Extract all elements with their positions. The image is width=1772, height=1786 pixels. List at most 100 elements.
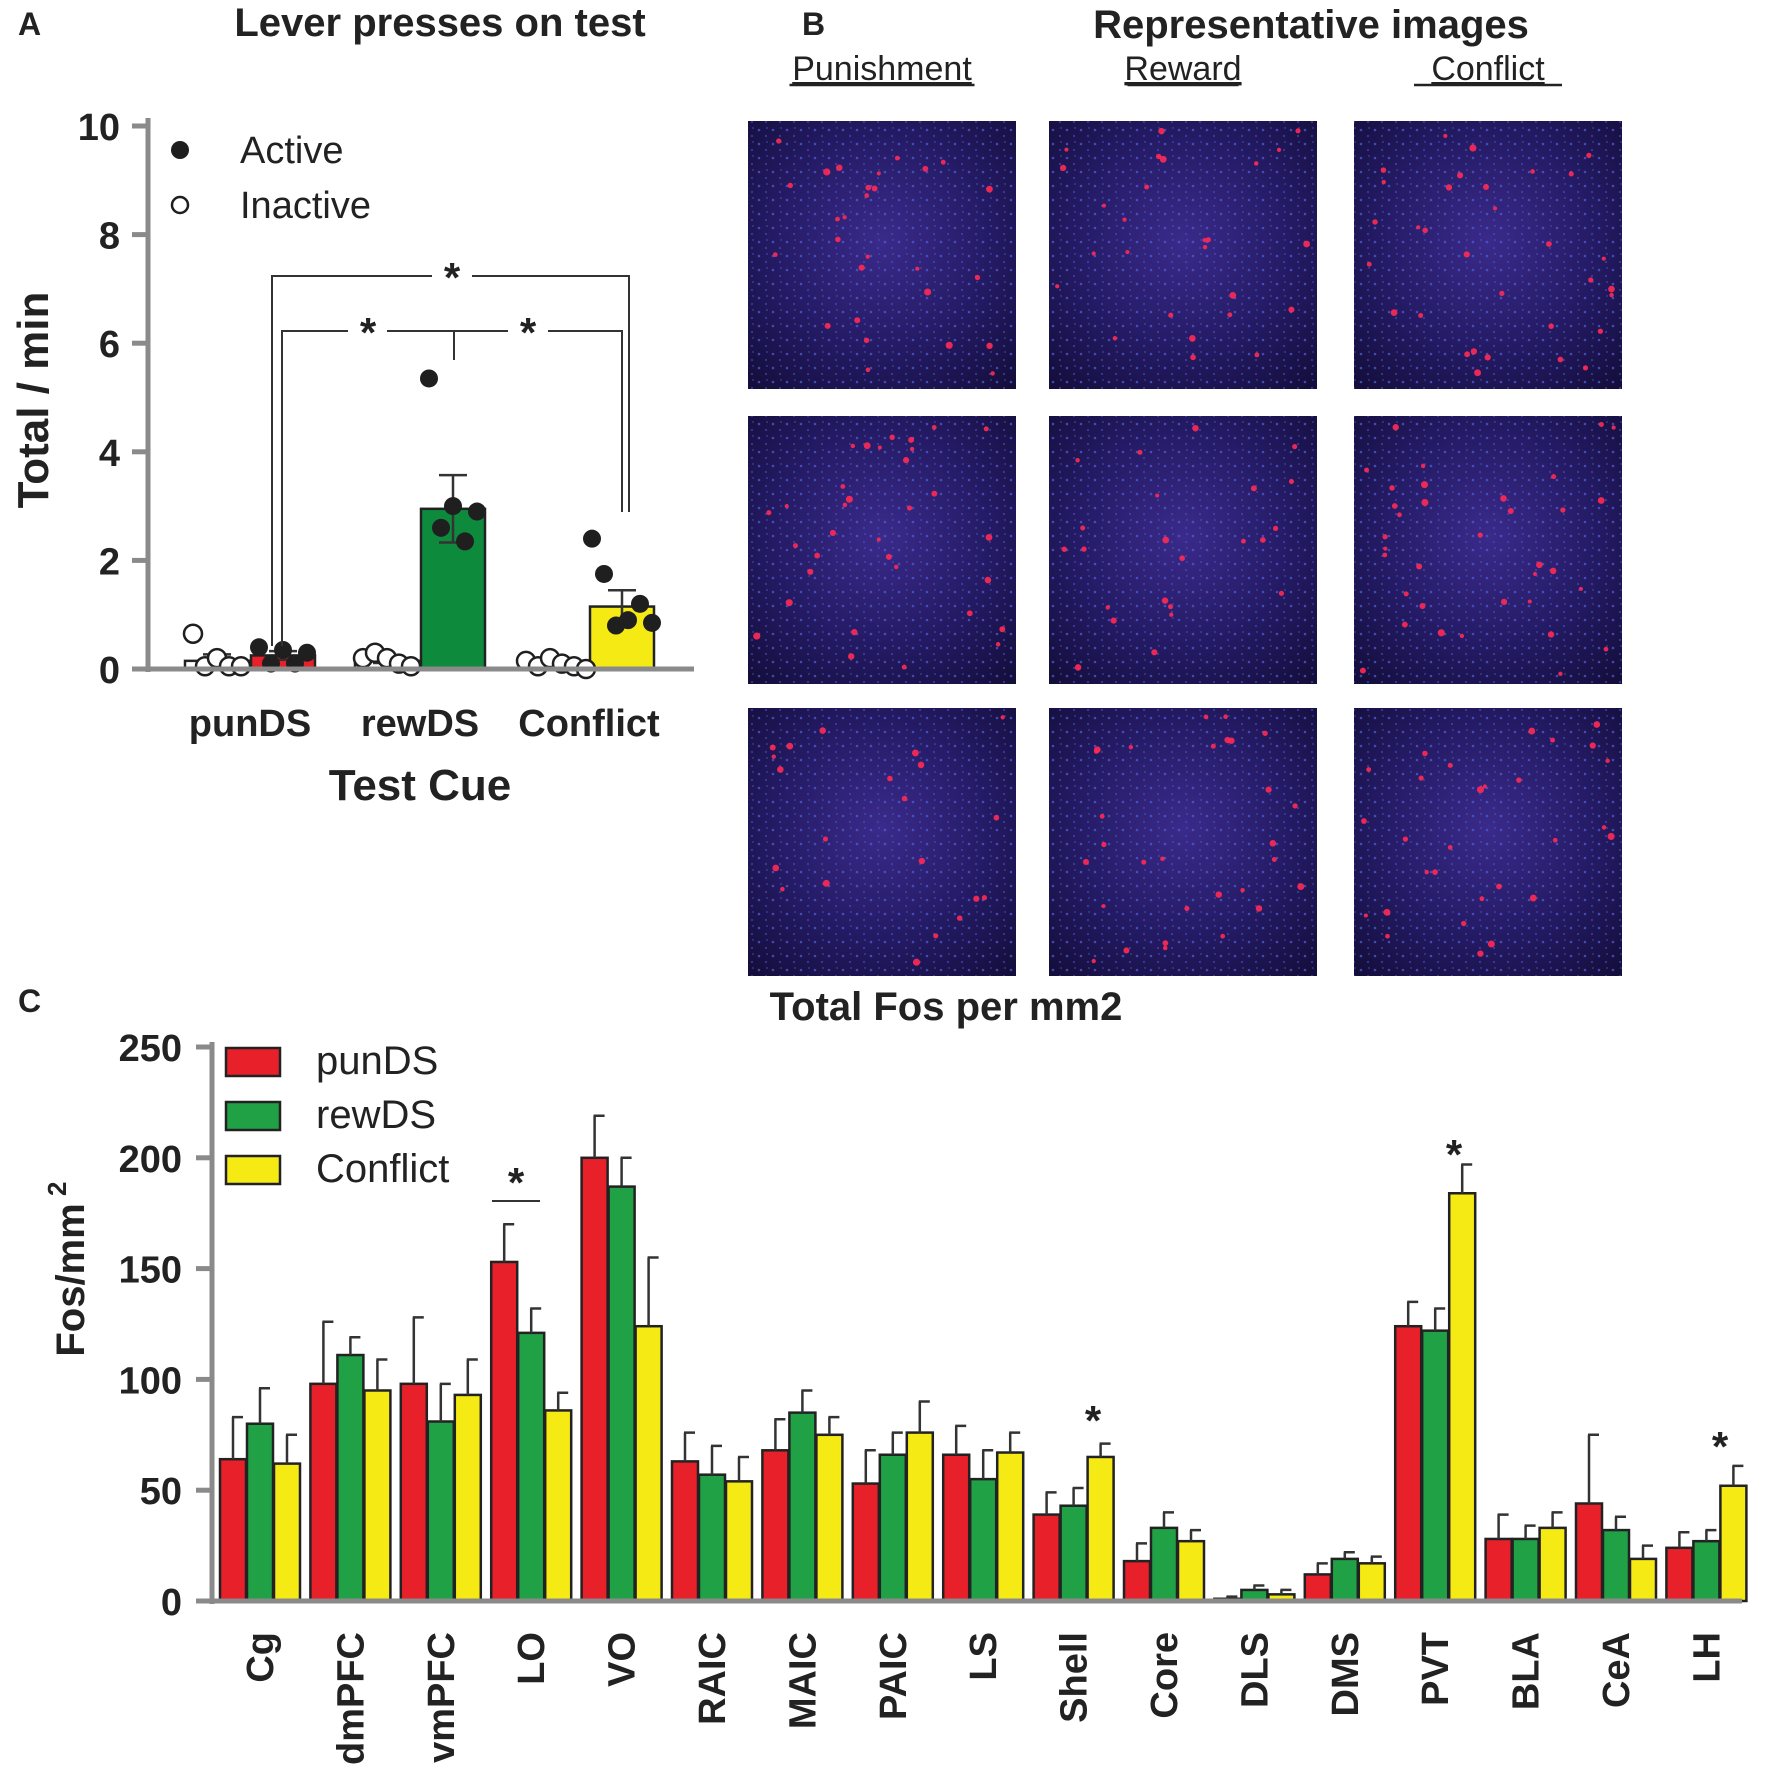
panel-a-data-point — [400, 656, 422, 677]
panel-c-error-bar — [1614, 1515, 1626, 1531]
fos-positive-cell — [906, 505, 913, 511]
fos-positive-cell — [771, 754, 776, 759]
panel-c-bar-punds — [761, 1449, 790, 1603]
fos-positive-cell — [1496, 883, 1502, 890]
fos-image-lh-punishment — [748, 121, 1016, 389]
fos-positive-cell — [909, 446, 915, 452]
panel-a-y-tick-label: 8 — [99, 216, 120, 258]
fos-positive-cell — [829, 529, 836, 537]
panel-c-x-tick: BLA — [1506, 1632, 1548, 1710]
panel-c-bar-punds — [1032, 1513, 1061, 1603]
fos-positive-cell — [1091, 958, 1096, 964]
panel-c-x-tick-label: PAIC — [873, 1632, 915, 1720]
fos-positive-cell — [1447, 762, 1453, 768]
panel-c-bar-punds — [670, 1460, 700, 1603]
panel-c-title: Total Fos per mm2 — [770, 985, 1123, 1029]
panel-a-x-tick-label: rewDS — [361, 703, 479, 745]
sig-mark-shell: * — [1085, 1397, 1102, 1444]
fos-positive-cell — [819, 727, 826, 734]
panel-c-bar-rewds — [1511, 1537, 1540, 1603]
panel-c-x-tick: VO — [602, 1632, 644, 1687]
fos-positive-cell — [1112, 336, 1118, 341]
fos-positive-cell — [1549, 567, 1557, 575]
fos-positive-cell — [1416, 225, 1421, 230]
fos-positive-cell — [1474, 369, 1481, 377]
panel-c-y-label-main: Fos/mm — [49, 1203, 93, 1356]
panel-c-error-bar — [1189, 1528, 1201, 1542]
fos-positive-cell — [901, 795, 908, 802]
fos-positive-cell — [776, 138, 782, 144]
panel-c-error-bar — [1370, 1555, 1382, 1564]
fos-positive-cell — [983, 426, 989, 432]
fos-positive-cell — [1265, 786, 1272, 793]
panel-c-y-tick-label: 200 — [119, 1139, 182, 1181]
panel-c-x-tick-label: VO — [602, 1632, 644, 1687]
fos-positive-cell — [1137, 449, 1143, 455]
fos-positive-cell — [1215, 891, 1222, 898]
fos-positive-cell — [1483, 183, 1490, 190]
sig-mark-pvt: * — [1446, 1131, 1463, 1178]
fos-positive-cell — [1276, 147, 1282, 152]
fos-positive-cell — [840, 484, 846, 489]
fos-positive-cell — [908, 436, 915, 443]
panel-c-error-bar — [285, 1433, 297, 1464]
panel-a-x-tick-label: punDS — [189, 703, 311, 745]
panel-c-x-tick: dmPFC — [330, 1632, 372, 1765]
fos-positive-cell — [1432, 869, 1438, 875]
fos-image-nuclei — [1049, 121, 1317, 389]
fos-positive-cell — [1272, 525, 1279, 531]
fos-positive-cell — [915, 266, 920, 271]
legend-swatch-rewds — [224, 1100, 282, 1132]
fos-positive-cell — [945, 341, 953, 349]
fos-positive-cell — [1155, 153, 1162, 160]
fos-positive-cell — [1363, 913, 1368, 918]
bracket-rew-comparisons — [281, 330, 623, 646]
fos-positive-cell — [974, 274, 981, 281]
panel-a-data-point — [274, 640, 292, 659]
fos-positive-cell — [1161, 597, 1169, 604]
panel-c-bar-punds — [1665, 1546, 1694, 1603]
fos-positive-cell — [1445, 184, 1453, 191]
fos-positive-cell — [1597, 328, 1604, 334]
panel-c-error-bar — [1280, 1588, 1292, 1595]
fos-positive-cell — [1292, 803, 1298, 809]
fos-positive-cell — [1151, 649, 1158, 656]
fos-positive-cell — [1608, 285, 1615, 293]
fos-positive-cell — [823, 168, 831, 176]
fos-positive-cell — [1464, 351, 1471, 358]
panel-c-x-tick-label: DLS — [1234, 1632, 1276, 1708]
fos-positive-cell — [842, 502, 848, 508]
fos-positive-cell — [858, 264, 865, 271]
panel-c-x-tick-label: dmPFC — [330, 1632, 372, 1765]
fos-positive-cell — [1162, 945, 1168, 951]
panel-c-x-tick-label: Core — [1144, 1632, 1186, 1719]
fos-positive-cell — [1160, 856, 1165, 862]
fos-positive-cell — [889, 434, 895, 440]
fos-positive-cell — [917, 761, 925, 769]
fos-positive-cell — [1110, 617, 1117, 624]
panel-c-error-bar — [1045, 1491, 1057, 1515]
sig-mark-pun-vs-conflict: * — [444, 254, 461, 301]
fos-positive-cell — [1424, 869, 1429, 875]
fos-positive-cell — [865, 184, 872, 191]
fos-positive-cell — [1390, 309, 1398, 316]
fos-image-shell-reward — [1049, 708, 1317, 976]
fos-positive-cell — [1101, 841, 1107, 848]
fos-positive-cell — [865, 367, 871, 373]
fos-positive-cell — [876, 537, 881, 542]
panel-a-data-point — [298, 643, 316, 662]
fos-positive-cell — [1476, 786, 1485, 794]
fos-positive-cell — [1389, 485, 1395, 491]
fos-positive-cell — [1203, 714, 1209, 720]
fos-positive-cell — [1202, 238, 1207, 243]
fos-positive-cell — [1099, 813, 1105, 819]
fos-positive-cell — [1499, 290, 1505, 297]
sig-mark-rew-vs-conflict: * — [520, 309, 537, 356]
fos-positive-cell — [1557, 356, 1564, 363]
panel-c-bar-rewds — [426, 1420, 456, 1603]
fos-positive-cell — [1223, 714, 1228, 720]
panel-c-bar-conflict — [1538, 1526, 1567, 1603]
panel-a-data-point — [182, 623, 204, 644]
panel-c-error-bar — [918, 1400, 930, 1433]
fos-positive-cell — [1155, 493, 1160, 498]
